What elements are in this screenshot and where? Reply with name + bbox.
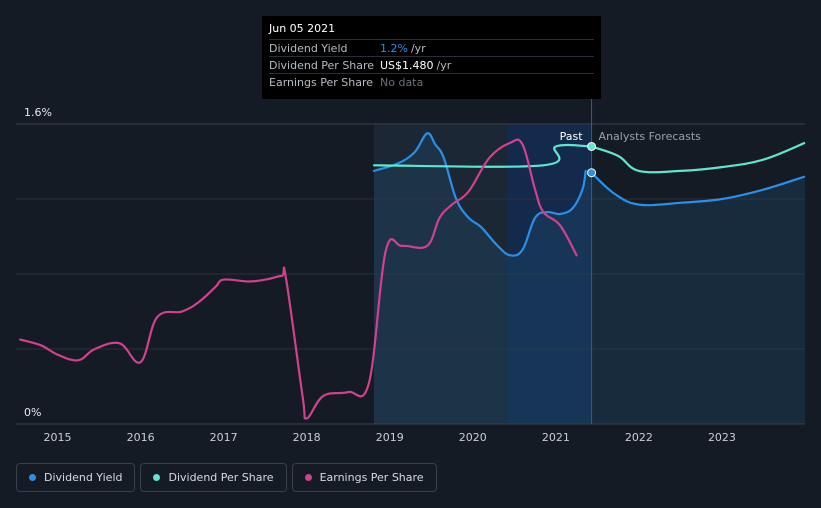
tooltip-markers (587, 142, 597, 178)
legend-item-earnings-per-share[interactable]: Earnings Per Share (291, 463, 437, 492)
tooltip-label: Dividend Yield (269, 41, 348, 55)
x-tick-label: 2022 (625, 431, 653, 444)
legend: Dividend Yield Dividend Per Share Earnin… (16, 463, 437, 492)
legend-dot (153, 474, 161, 481)
legend-item-dividend-per-share[interactable]: Dividend Per Share (140, 463, 287, 492)
x-tick-label: 2019 (376, 431, 404, 444)
dividend-yield-fill (373, 133, 805, 425)
tooltip: Jun 05 2021 Dividend Yield 1.2% /yr Divi… (262, 16, 601, 99)
tooltip-value: US$1.480 (380, 58, 434, 72)
x-tick-label: 2016 (127, 431, 155, 444)
tooltip-unit: /yr (436, 58, 452, 72)
series-lines (19, 132, 806, 420)
dividend-yield-forecast-line (590, 171, 806, 207)
x-tick-label: 2023 (708, 431, 736, 444)
tooltip-row-dividend-yield: Dividend Yield 1.2% /yr (269, 39, 594, 56)
dividend-per-share-forecast-line (591, 141, 806, 174)
x-tick-label: 2015 (44, 431, 72, 444)
x-tick-label: 2017 (210, 431, 238, 444)
tooltip-marker (587, 142, 597, 151)
forecast-label: Analysts Forecasts (599, 130, 702, 143)
earnings-per-share-line (19, 138, 578, 420)
tooltip-label: Dividend Per Share (269, 58, 375, 72)
x-axis-ticks: 2015 2016 2017 2018 2019 2020 2021 2022 2023 (44, 431, 736, 444)
dividend-per-share-line (372, 143, 593, 168)
tooltip-value: No data (380, 75, 424, 89)
tooltip-row-earnings-per-share: Earnings Per Share No data (269, 73, 594, 90)
x-tick-label: 2021 (542, 431, 570, 444)
x-tick-label: 2018 (293, 431, 321, 444)
tooltip-value: 1.2% (380, 41, 408, 55)
tooltip-row-dividend-per-share: Dividend Per Share US$1.480 /yr (269, 56, 594, 73)
legend-label: Earnings Per Share (319, 471, 424, 484)
legend-dot (29, 474, 36, 481)
y-axis-bottom-label: 0% (24, 406, 41, 419)
x-tick-label: 2020 (459, 431, 487, 444)
dividend-yield-line (372, 132, 587, 257)
tooltip-unit: /yr (410, 41, 426, 55)
tooltip-date: Jun 05 2021 (269, 22, 336, 35)
legend-label: Dividend Yield (44, 471, 123, 484)
legend-dot (304, 474, 312, 481)
tooltip-label: Earnings Per Share (269, 75, 374, 89)
gridlines (16, 123, 805, 425)
y-axis-top-label: 1.6% (24, 106, 52, 119)
legend-label: Dividend Per Share (168, 471, 274, 484)
past-label: Past (560, 130, 584, 143)
tooltip-marker (587, 168, 597, 178)
legend-item-dividend-yield[interactable]: Dividend Yield (16, 463, 136, 492)
